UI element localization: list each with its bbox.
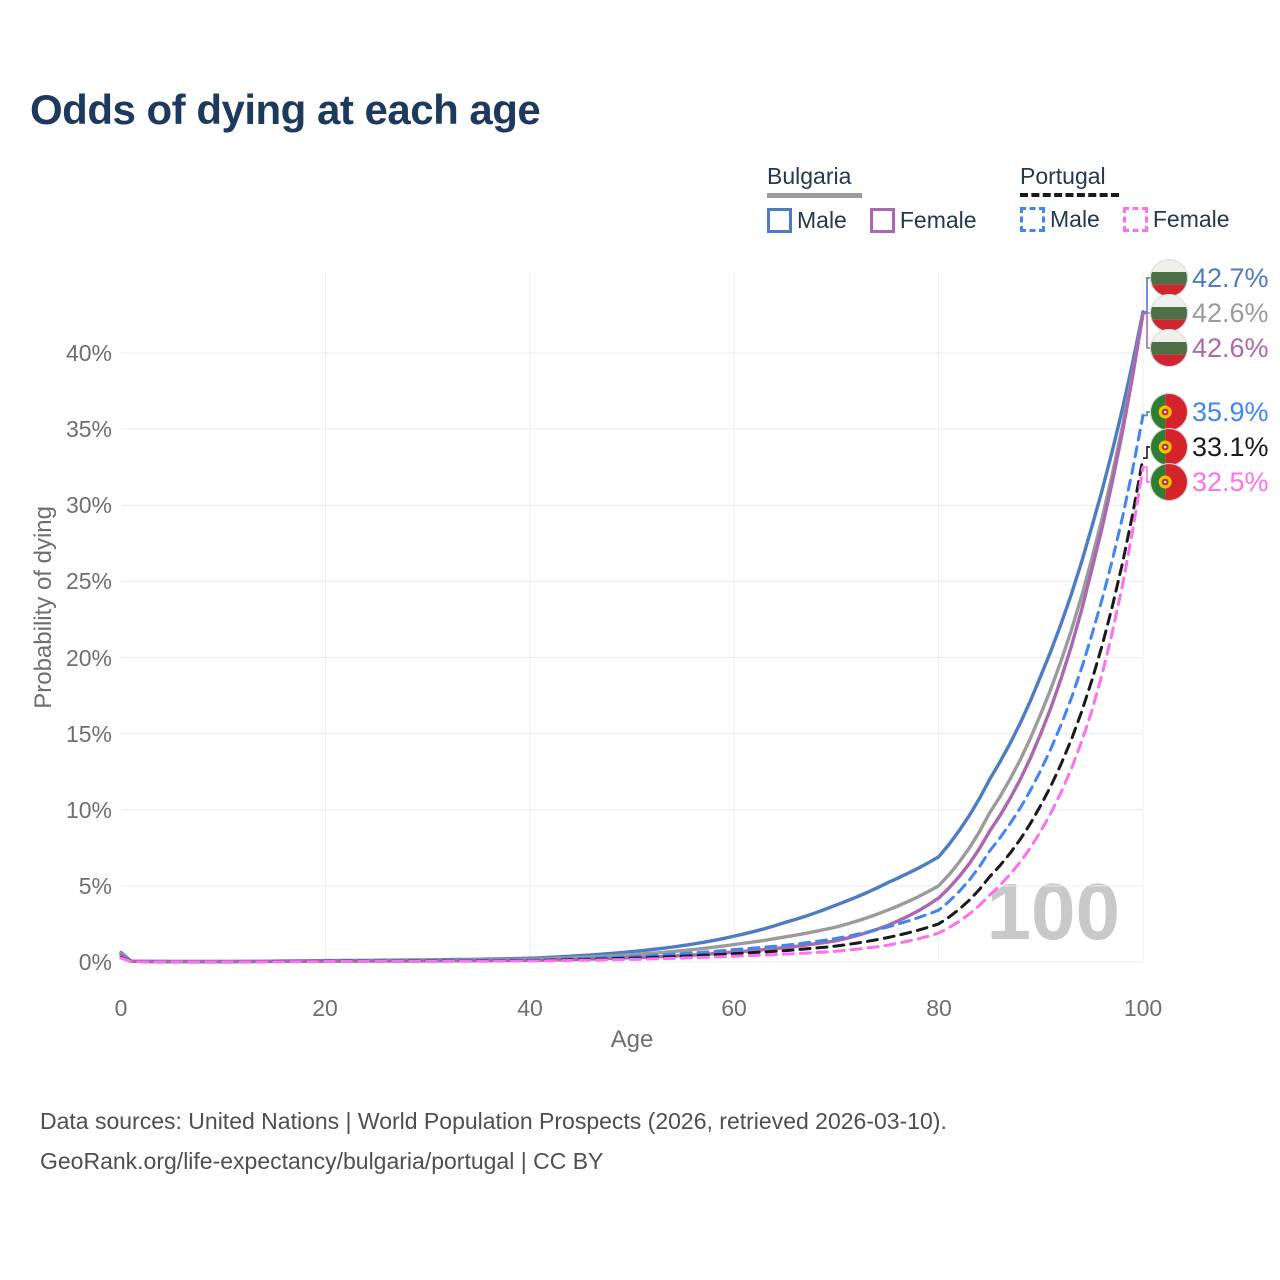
legend-label: Female xyxy=(899,207,977,233)
attribution-note: GeoRank.org/life-expectancy/bulgaria/por… xyxy=(40,1148,604,1174)
series-line-bg_female[interactable] xyxy=(119,311,1145,964)
bulgaria-male-swatch-icon xyxy=(767,208,792,233)
leader-line-pt_male xyxy=(1143,411,1151,417)
leader-line-bg_female xyxy=(1143,312,1151,349)
leader-line-pt_female xyxy=(1143,466,1151,483)
current-age-watermark: 100 xyxy=(986,867,1120,956)
data-sources-note: Data sources: United Nations | World Pop… xyxy=(40,1108,947,1134)
legend-item-bulgaria-male[interactable]: Male xyxy=(767,207,847,234)
legend-underline-bulgaria-solid-line xyxy=(767,193,862,198)
legend-title-bulgaria[interactable]: Bulgaria xyxy=(767,163,852,189)
legend-item-portugal-male[interactable]: Male xyxy=(1020,206,1100,233)
portugal-male-swatch-icon xyxy=(1020,207,1045,232)
page-title: Odds of dying at each age xyxy=(30,86,541,133)
series-line-pt_male[interactable] xyxy=(119,413,1145,964)
legend-group-bulgaria: Bulgaria Male Female xyxy=(767,163,977,234)
bulgaria-female-swatch-icon xyxy=(869,208,895,233)
legend-item-portugal-female[interactable]: Female xyxy=(1122,206,1230,233)
legend-item-bulgaria-female[interactable]: Female xyxy=(869,207,977,234)
series-line-bg_male[interactable] xyxy=(119,310,1145,964)
leader-line-pt_total xyxy=(1143,446,1151,459)
legend-underline-portugal-dashed-line xyxy=(1020,193,1119,197)
legend-label: Male xyxy=(797,207,847,233)
legend-label: Female xyxy=(1152,206,1230,232)
series-line-pt_female[interactable] xyxy=(119,465,1145,964)
legend-label: Male xyxy=(1050,206,1100,232)
legend-title-portugal[interactable]: Portugal xyxy=(1020,163,1106,189)
portugal-female-swatch-icon xyxy=(1122,207,1148,232)
leader-line-bg_male xyxy=(1143,277,1151,313)
legend-group-portugal: Portugal Male Female xyxy=(1020,163,1230,233)
series-line-bg_total[interactable] xyxy=(119,311,1145,964)
